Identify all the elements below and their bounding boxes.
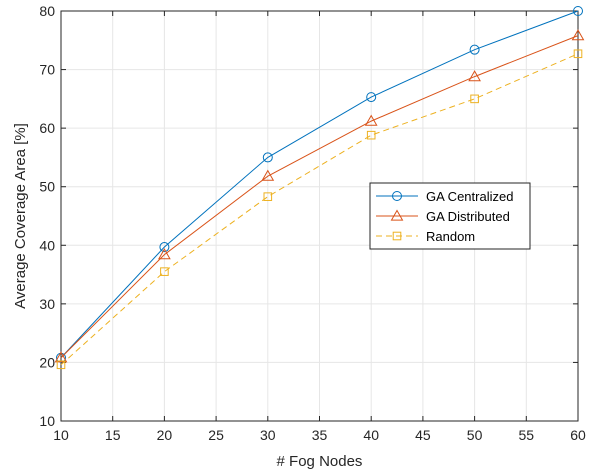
data-point-square bbox=[366, 130, 376, 140]
series-2 bbox=[56, 49, 583, 370]
legend-label: Random bbox=[426, 229, 475, 244]
series-1 bbox=[54, 29, 585, 363]
y-tick-label: 30 bbox=[39, 296, 55, 312]
x-axis-label: # Fog Nodes bbox=[277, 453, 363, 470]
legend-label: GA Centralized bbox=[426, 189, 513, 204]
data-point-circle bbox=[573, 6, 583, 16]
data-point-square bbox=[470, 94, 479, 104]
y-tick-label: 10 bbox=[39, 413, 55, 429]
data-point-triangle bbox=[571, 29, 585, 41]
series-line bbox=[60, 10, 579, 359]
x-tick-label: 40 bbox=[363, 427, 379, 443]
data-point-triangle bbox=[261, 169, 275, 181]
y-tick-label: 60 bbox=[39, 120, 55, 136]
data-point-triangle bbox=[468, 70, 481, 82]
x-tick-label: 25 bbox=[208, 427, 224, 443]
x-tick-label: 45 bbox=[415, 427, 431, 443]
data-point-square bbox=[392, 231, 402, 241]
data-point-triangle bbox=[54, 351, 68, 363]
data-point-circle bbox=[469, 44, 480, 55]
series-group bbox=[54, 6, 585, 370]
data-point-circle bbox=[159, 242, 170, 253]
data-point-circle bbox=[366, 92, 377, 103]
y-tick-label: 40 bbox=[39, 237, 55, 253]
series-line bbox=[60, 35, 579, 359]
legend: GA Centralized GA Distributed Random bbox=[369, 182, 531, 250]
x-tick-label: 10 bbox=[53, 427, 69, 443]
x-tick-label: 20 bbox=[157, 427, 173, 443]
data-point-square bbox=[573, 49, 583, 59]
x-tick-label: 60 bbox=[570, 427, 586, 443]
y-tick-label: 50 bbox=[39, 179, 55, 195]
data-point-square bbox=[56, 360, 66, 370]
data-point-circle bbox=[262, 152, 273, 163]
y-tick-label: 80 bbox=[39, 3, 55, 19]
y-tick-label: 20 bbox=[39, 354, 55, 370]
data-point-triangle bbox=[390, 209, 404, 221]
x-tick-label: 55 bbox=[519, 427, 535, 443]
series-line bbox=[60, 53, 579, 366]
data-point-circle bbox=[392, 191, 402, 201]
data-point-triangle bbox=[158, 248, 171, 260]
axes bbox=[60, 10, 579, 422]
x-tick-label: 50 bbox=[467, 427, 483, 443]
data-point-triangle bbox=[364, 114, 378, 126]
x-tick-label: 35 bbox=[312, 427, 328, 443]
data-point-square bbox=[263, 192, 273, 201]
x-tick-label: 15 bbox=[105, 427, 121, 443]
legend-label: GA Distributed bbox=[426, 209, 510, 224]
y-tick-labels: 10 20 30 40 50 60 70 80 bbox=[39, 3, 55, 429]
x-tick-label: 30 bbox=[260, 427, 276, 443]
x-tick-labels: 10 15 20 25 30 35 40 45 50 55 60 bbox=[53, 427, 586, 443]
y-tick-label: 70 bbox=[39, 62, 55, 78]
data-point-square bbox=[160, 267, 169, 276]
y-axis-label: Average Coverage Area [%] bbox=[12, 123, 29, 309]
